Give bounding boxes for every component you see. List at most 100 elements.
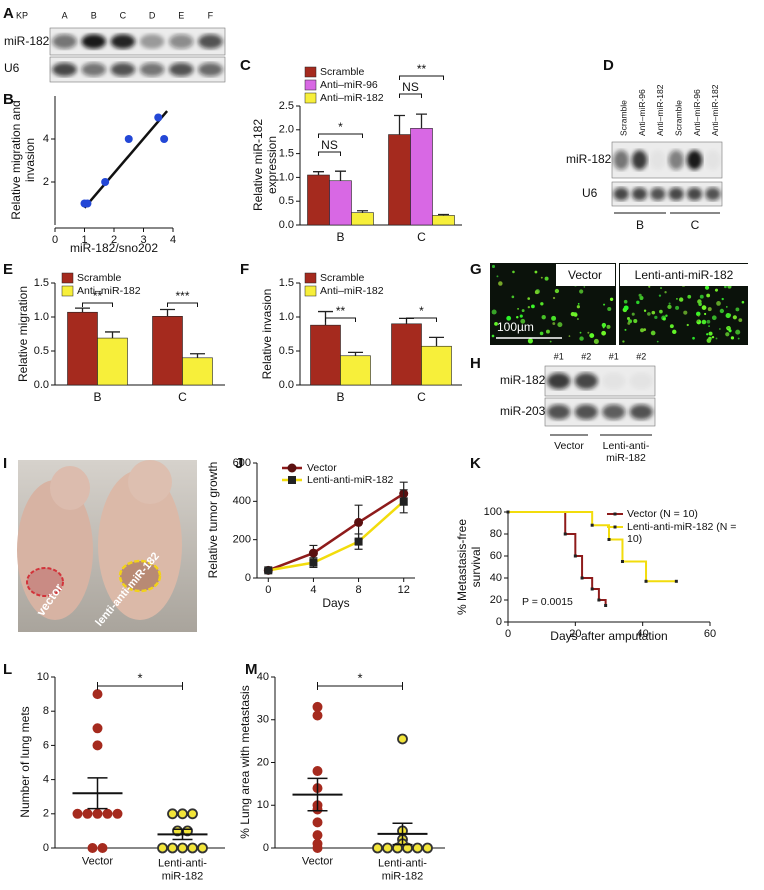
x-tick-label: 4 [310, 584, 316, 596]
image-label: Lenti-anti-miR-182 [635, 268, 734, 282]
cell [704, 285, 710, 290]
label-box [620, 264, 748, 286]
legend-marker [613, 512, 617, 516]
y-tick-label: 1.0 [279, 311, 294, 323]
panel-letter: M [245, 661, 258, 678]
significance-label: * [419, 304, 424, 318]
cell [534, 270, 538, 274]
cell [660, 287, 662, 289]
cell [626, 316, 631, 321]
x-axis-label: Days [322, 596, 349, 610]
cell [696, 319, 700, 322]
lane-label: Scramble [618, 100, 628, 136]
marker [354, 537, 363, 546]
panel-letter: C [240, 57, 251, 74]
legend-label: Lenti-anti-miR-182 (N = 10) [627, 520, 737, 545]
dot [72, 808, 83, 819]
series-line [268, 500, 405, 572]
bar [67, 311, 98, 386]
blot-band [602, 372, 626, 390]
cell [579, 336, 584, 341]
blot-band [668, 187, 684, 201]
significance-label: ** [336, 304, 346, 318]
significance-label: * [357, 670, 362, 685]
y-tick-label: 20 [257, 756, 269, 768]
dot [157, 842, 168, 854]
bar [410, 128, 433, 226]
lane-label: D [149, 10, 156, 20]
significance-bracket [318, 133, 363, 138]
legend-label: Scramble [320, 66, 365, 78]
point [83, 199, 92, 208]
blot-band [574, 404, 598, 420]
blot-band [81, 62, 106, 77]
cell [540, 276, 543, 279]
cell [738, 318, 743, 322]
marker [309, 558, 318, 567]
y-tick-label: 80 [490, 528, 502, 540]
x-tick-label: 4 [170, 234, 176, 246]
cell [724, 285, 727, 289]
mouse-head [50, 466, 90, 510]
x-tick-label: 8 [356, 584, 362, 596]
marker [264, 566, 273, 575]
y-axis-label: % Metastasis-free survival [455, 518, 483, 616]
cell [589, 333, 595, 339]
bar [182, 357, 213, 386]
dot [87, 843, 98, 853]
cell [672, 329, 677, 335]
x-tick-label: C [417, 230, 426, 244]
cell [706, 338, 712, 343]
cell [695, 311, 701, 317]
significance-bracket [97, 682, 183, 690]
y-tick-label: 400 [233, 495, 251, 507]
x-tick-label: 1 [81, 234, 87, 246]
cell [534, 290, 539, 295]
scale-bar-label: 100µm [497, 320, 534, 334]
cell [704, 312, 707, 316]
dot [97, 843, 108, 853]
cell [708, 331, 713, 336]
bar [388, 134, 411, 226]
bar [340, 355, 371, 386]
cell [721, 297, 724, 301]
significance-bracket [399, 75, 444, 80]
significance-label: *** [175, 289, 189, 303]
y-tick-label: 0.0 [279, 379, 294, 391]
lane-label: Anti–miR-182 [710, 84, 720, 136]
x-tick-label: Lenti-anti-miR-182 [158, 857, 207, 882]
y-tick-label: 600 [233, 457, 251, 469]
error-bar [429, 336, 444, 347]
y-axis-label: Relative migration and invasion [9, 100, 37, 220]
blot-band [613, 187, 629, 201]
marker [399, 497, 408, 506]
cell [541, 315, 546, 320]
panel-letter: F [240, 261, 249, 278]
sem-bar [172, 828, 193, 841]
marker [354, 517, 364, 527]
cell [643, 328, 647, 332]
cell [725, 313, 731, 319]
blot-row [49, 56, 226, 83]
legend-label: Vector [307, 462, 337, 474]
x-tick-label: 60 [704, 628, 716, 640]
cell [678, 297, 684, 302]
survival-curve [508, 511, 677, 583]
cell [741, 300, 745, 304]
panel-letter: A [3, 5, 14, 22]
cell [545, 329, 550, 334]
marker [308, 548, 318, 558]
dot [312, 701, 323, 712]
cell [683, 310, 688, 315]
y-axis-label: Relative miR-182 expression [251, 118, 279, 212]
panel-letter: J [235, 455, 243, 472]
bar [421, 345, 452, 386]
row-label: U6 [582, 186, 598, 200]
x-tick-label: 12 [398, 584, 410, 596]
blot-band [81, 34, 106, 49]
error-bar [190, 353, 205, 358]
blot-band [629, 404, 653, 420]
cell [718, 328, 721, 330]
y-tick-label: 0.5 [34, 345, 49, 357]
